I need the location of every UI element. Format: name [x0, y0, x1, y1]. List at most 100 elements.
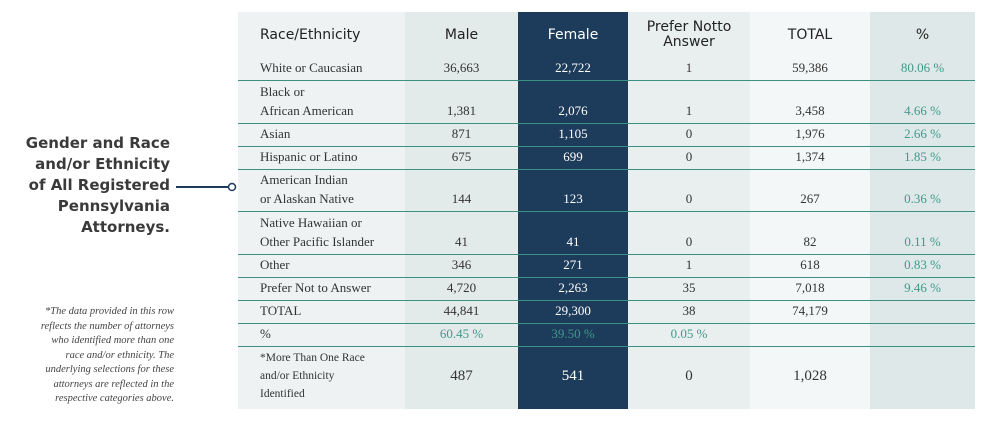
connector-dot — [227, 182, 237, 192]
cell: 36,663 — [405, 58, 518, 81]
label-line: *More Than One Race — [260, 352, 365, 365]
header-line: Race/Ethnicity — [260, 26, 361, 43]
label-line: Black or — [260, 84, 305, 99]
label-line: Other — [260, 257, 290, 272]
column-header: Male — [405, 12, 518, 58]
table-row: Prefer Not to Answer 4,720 2,263 35 7,018 9.4… — [238, 277, 975, 301]
cell: 1 — [628, 254, 750, 278]
cell: 271 — [518, 254, 628, 278]
column-header: Female — [518, 12, 628, 58]
footnote-line: reflects the number of attorneys — [40, 320, 174, 332]
label-line: Prefer Not to Answer — [260, 280, 371, 295]
row-label: TOTAL — [238, 300, 405, 324]
column-header: TOTAL — [750, 12, 870, 58]
column-header: Prefer Notto Answer — [628, 12, 750, 58]
row-label: Native Hawaiian or Other Pacific Islander — [238, 211, 405, 255]
cell: 267 — [750, 169, 870, 212]
cell: 699 — [518, 146, 628, 170]
footnote-line: who identified more than one — [51, 335, 174, 346]
table-row: Hispanic or Latino 675 699 0 1,374 1.85 % — [238, 146, 975, 170]
cell: 0 — [685, 367, 693, 384]
label-line: Hispanic or Latino — [260, 149, 358, 164]
footnote-line: attorneys are reflected in the — [53, 378, 174, 390]
table-row: White or Caucasian 36,663 22,722 1 59,386 80.… — [238, 58, 975, 81]
cell: 38 — [628, 300, 750, 324]
label-line: Other Pacific Islander — [260, 234, 375, 249]
cell: 2.66 % — [870, 123, 975, 147]
cell — [750, 323, 870, 347]
cell: 0 — [628, 211, 750, 255]
cell: 41 — [405, 211, 518, 255]
data-table: Race/Ethnicity Male Female Prefer Notto Ans… — [238, 12, 975, 409]
cell: 346 — [405, 254, 518, 278]
cell: 0 — [628, 123, 750, 147]
header-line: Male — [444, 26, 479, 43]
cell: 39.50 % — [518, 323, 628, 347]
connector — [176, 182, 237, 192]
cell: 29,300 — [518, 300, 628, 324]
cell: 1,381 — [405, 80, 518, 124]
header-line: TOTAL — [787, 26, 833, 43]
row-label: Hispanic or Latino — [238, 146, 405, 170]
footnote-line: race and/or ethnicity. The — [65, 349, 174, 361]
cell: 35 — [628, 277, 750, 301]
label-line: or Alaskan Native — [260, 191, 354, 206]
cell: 0.83 % — [870, 254, 975, 278]
cell: 618 — [750, 254, 870, 278]
title-line: Pennsylvania — [57, 197, 170, 215]
cell: 1.85 % — [870, 146, 975, 170]
cell: 541 — [561, 367, 585, 384]
table-row: TOTAL 44,841 29,300 38 74,179 — [238, 300, 975, 324]
label-line: % — [260, 326, 271, 341]
label-line: and/or Ethnicity — [260, 370, 335, 383]
cell: 3,458 — [750, 80, 870, 124]
footnote: *The data provided in this row reflects t… — [0, 305, 174, 407]
cell: 59,386 — [750, 58, 870, 81]
title-line: and/or Ethnicity — [35, 155, 170, 173]
cell: 1,105 — [518, 123, 628, 147]
cell: 1,028 — [793, 367, 827, 384]
cell: 44,841 — [405, 300, 518, 324]
label-line: African American — [260, 103, 354, 118]
column-header: % — [870, 12, 975, 58]
table-row: % 60.45 % 39.50 % 0.05 % — [238, 323, 975, 347]
cell: 9.46 % — [870, 277, 975, 301]
row-label: Other — [238, 254, 405, 278]
table-row: American Indian or Alaskan Native 144 123 0 2… — [238, 169, 975, 212]
cell: 0.11 % — [870, 211, 975, 255]
cell: 0.36 % — [870, 169, 975, 212]
label-line: TOTAL — [260, 303, 302, 318]
label-line: White or Caucasian — [260, 60, 363, 75]
cell: 74,179 — [750, 300, 870, 324]
row-label: Black or African American — [238, 80, 405, 124]
cell: 487 — [450, 367, 473, 384]
cell — [870, 300, 975, 324]
row-label: Prefer Not to Answer — [238, 277, 405, 301]
row-label: *More Than One Race and/or Ethnicity Ident… — [238, 347, 405, 409]
table-row: Native Hawaiian or Other Pacific Islander… — [238, 211, 975, 255]
table-row: Black or African American 1,381 2,076 1 3,458… — [238, 80, 975, 124]
row-label: % — [238, 323, 405, 347]
cell: 80.06 % — [870, 58, 975, 81]
label-line: American Indian — [260, 172, 348, 187]
title-line: Attorneys. — [81, 218, 170, 236]
cell: 123 — [518, 169, 628, 212]
header-row: Race/Ethnicity Male Female Prefer Notto Ans… — [238, 12, 975, 58]
title-line: of All Registered — [28, 176, 170, 194]
cell: 1 — [628, 80, 750, 124]
cell: 1 — [628, 58, 750, 81]
label-line: Asian — [260, 126, 291, 141]
cell: 4,720 — [405, 277, 518, 301]
cell: 871 — [405, 123, 518, 147]
side-title: Gender and Race and/or Ethnicity of All Re… — [0, 133, 170, 238]
label-line: Native Hawaiian or — [260, 215, 362, 230]
cell: 0 — [628, 169, 750, 212]
row-label: American Indian or Alaskan Native — [238, 169, 405, 212]
footnote-line: *The data provided in this row — [44, 306, 174, 317]
row-label: White or Caucasian — [238, 58, 405, 81]
cell: 60.45 % — [405, 323, 518, 347]
cell: 22,722 — [518, 58, 628, 81]
table-row: Asian 871 1,105 0 1,976 2.66 % — [238, 123, 975, 147]
cell — [870, 323, 975, 347]
